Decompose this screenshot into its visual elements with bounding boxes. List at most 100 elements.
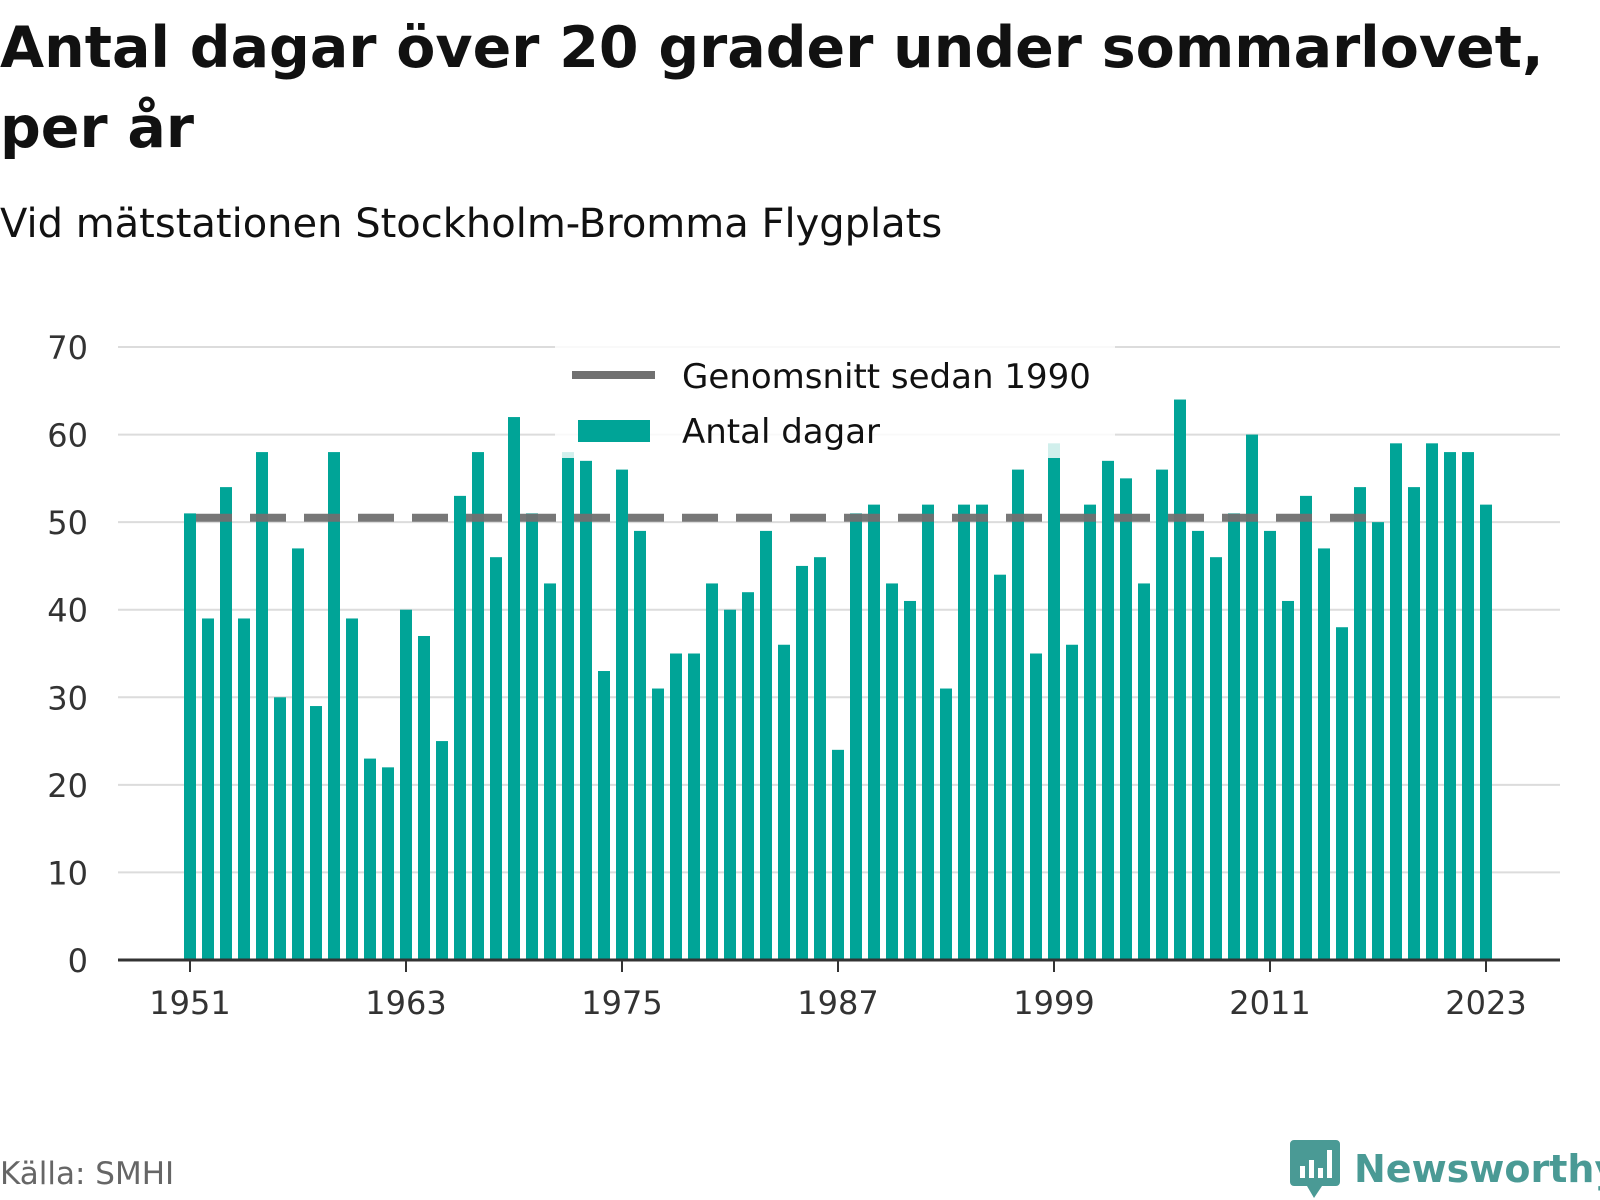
bar [274,697,286,960]
y-tick-label: 40 [47,592,88,630]
bar [184,513,196,960]
chart-subtitle: Vid mätstationen Stockholm-Bromma Flygpl… [0,201,943,247]
bar [1210,557,1222,960]
bar [616,469,628,960]
chart-title: Antal dagar över 20 grader under sommarl… [0,15,1544,161]
bar [220,487,232,960]
bar [760,530,772,960]
bar [238,618,250,960]
bar [1264,530,1276,960]
bar-chart: 0 10 20 30 40 50 60 70 1951 1963 1975 1987 1999 2011 2… [47,329,1560,1022]
bar [1462,452,1474,960]
bar [706,583,718,960]
x-tick-label: 1975 [581,984,662,1022]
bars [184,399,1492,960]
bar [256,452,268,960]
source-note: Källa: SMHI [0,1156,175,1192]
bar [778,644,790,960]
bar [958,504,970,960]
bar [1030,653,1042,960]
y-tick-label: 30 [47,679,88,717]
bar [742,592,754,960]
bar [562,452,574,960]
bar [1444,452,1456,960]
bar [1408,487,1420,960]
bar [688,653,700,960]
bar [508,417,520,960]
bar-chart-speech-bubble-icon [1290,1140,1340,1198]
bar [850,513,862,960]
bar [1174,399,1186,960]
bar [634,530,646,960]
bar [886,583,898,960]
bar [1120,478,1132,960]
x-tick-label: 1987 [797,984,878,1022]
bar [1390,443,1402,960]
bar [526,513,538,960]
bar [1336,627,1348,960]
bar [1048,443,1060,960]
bar [1192,530,1204,960]
bar [598,671,610,960]
bar [418,635,430,960]
bar [922,504,934,960]
bar [1318,548,1330,960]
bar [1156,469,1168,960]
bar [1012,469,1024,960]
bar [1282,600,1294,960]
y-tick-label: 10 [47,854,88,892]
bar [868,504,880,960]
bar [328,452,340,960]
brand-logo: Newsworthy [1290,1140,1600,1198]
bar [1102,460,1114,960]
bar [1426,443,1438,960]
bar [580,460,592,960]
bar [796,565,808,960]
x-tick-label: 2011 [1229,984,1310,1022]
bar [832,749,844,960]
bar [1372,522,1384,960]
bar [940,688,952,960]
bar [976,504,988,960]
bar [724,609,736,960]
bar [1246,434,1258,960]
bar [382,767,394,960]
bar [292,548,304,960]
bar [346,618,358,960]
bar [1066,644,1078,960]
legend-bar-swatch [578,420,650,442]
x-tick-label: 1999 [1013,984,1094,1022]
x-tick-label: 1951 [149,984,230,1022]
bar [994,574,1006,960]
bar [400,609,412,960]
bar [454,495,466,960]
bar [364,758,376,960]
bar [814,557,826,960]
bar [1300,495,1312,960]
y-tick-label: 20 [47,767,88,805]
bar [544,583,556,960]
y-tick-label: 70 [47,329,88,367]
bar [202,618,214,960]
bar [310,706,322,960]
bar [436,741,448,960]
x-tick-label: 2023 [1445,984,1526,1022]
bar [490,557,502,960]
axes: 0 10 20 30 40 50 60 70 1951 1963 1975 1987 1999 2011 2… [47,329,1560,1022]
legend-bar-label: Antal dagar [682,412,880,452]
bar [1354,487,1366,960]
bar [904,600,916,960]
legend-average-label: Genomsnitt sedan 1990 [682,357,1091,397]
bar [1228,513,1240,960]
bar [1480,504,1492,960]
bar [652,688,664,960]
y-tick-label: 60 [47,417,88,455]
x-tick-label: 1963 [365,984,446,1022]
y-tick-label: 50 [47,504,88,542]
brand-name: Newsworthy [1354,1147,1600,1191]
bar [1084,504,1096,960]
bar [472,452,484,960]
bar [670,653,682,960]
y-tick-label: 0 [68,942,88,980]
bar [1138,583,1150,960]
